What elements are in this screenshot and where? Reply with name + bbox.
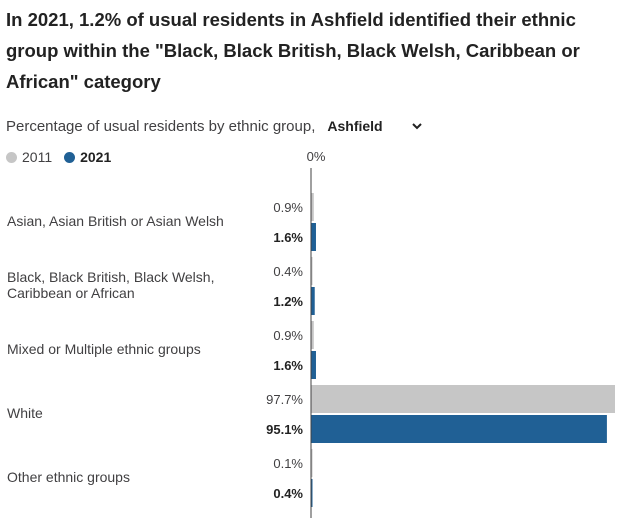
chevron-down-icon <box>411 123 422 130</box>
legend-item-2011[interactable]: 2011 <box>6 149 52 165</box>
legend-label-2011: 2011 <box>22 149 53 165</box>
data-label-2011: 0.9% <box>273 200 303 215</box>
data-label-2011: 0.1% <box>273 456 303 471</box>
bar-2021 <box>311 479 313 507</box>
legend-swatch-2011 <box>6 151 17 163</box>
area-select-value: Ashfield <box>327 118 383 134</box>
data-label-2021: 0.4% <box>273 486 303 501</box>
category-label: Asian, Asian British or Asian Welsh <box>7 213 224 229</box>
bar-2021 <box>311 351 316 379</box>
chart-subtitle: Percentage of usual residents by ethnic … <box>6 117 316 135</box>
category-label: Caribbean or African <box>7 285 135 301</box>
data-label-2011: 0.4% <box>273 264 303 279</box>
legend-swatch-2021 <box>64 151 76 163</box>
data-label-2021: 95.1% <box>266 422 303 437</box>
data-label-2011: 0.9% <box>273 328 303 343</box>
data-label-2021: 1.6% <box>273 230 303 245</box>
legend: 2011 2021 <box>6 148 123 166</box>
category-label: Mixed or Multiple ethnic groups <box>7 341 201 357</box>
bar-2011 <box>311 321 314 349</box>
bar-2011 <box>311 385 615 413</box>
bar-2011 <box>311 257 313 285</box>
data-label-2011: 97.7% <box>266 392 303 407</box>
bar-2011 <box>311 193 314 221</box>
data-label-2021: 1.6% <box>273 358 303 373</box>
category-label: Other ethnic groups <box>7 469 130 485</box>
legend-label-2021: 2021 <box>80 149 112 165</box>
data-label-2021: 1.2% <box>273 294 303 309</box>
category-label: Black, Black British, Black Welsh, <box>7 269 214 285</box>
bar-2021 <box>311 415 607 443</box>
legend-item-2021[interactable]: 2021 <box>64 149 111 165</box>
bar-2011 <box>311 449 313 477</box>
bar-2021 <box>311 287 315 315</box>
chart-title: In 2021, 1.2% of usual residents in Ashf… <box>6 9 580 92</box>
bar-2021 <box>311 223 316 251</box>
subtitle-row: Percentage of usual residents by ethnic … <box>6 116 427 136</box>
area-select[interactable]: Ashfield <box>323 118 426 134</box>
axis-tick-label: 0% <box>307 149 326 164</box>
category-label: White <box>7 405 43 421</box>
